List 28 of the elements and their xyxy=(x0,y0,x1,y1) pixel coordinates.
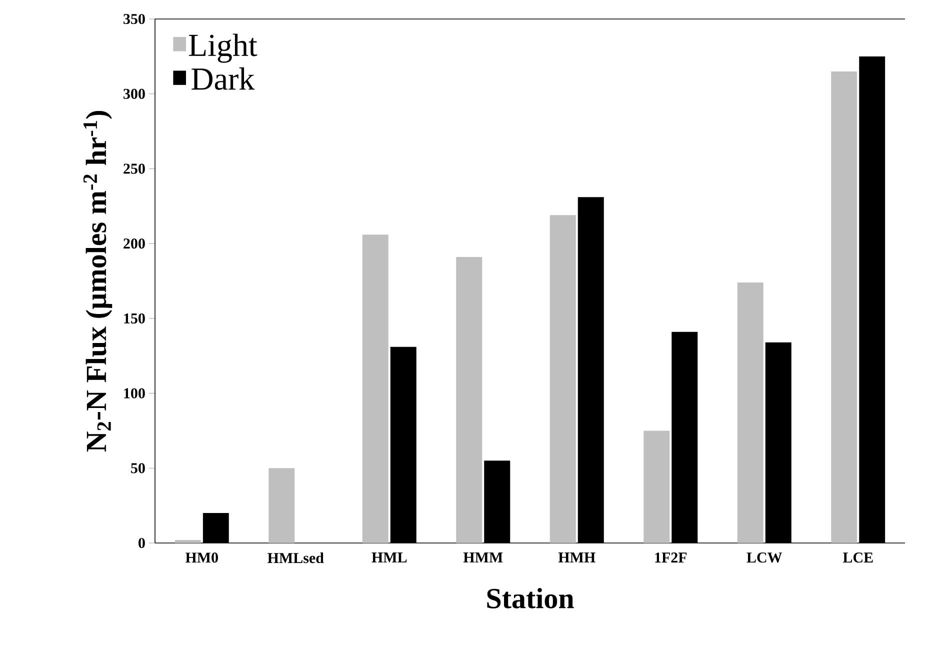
x-tick-label: 1F2F xyxy=(655,552,687,562)
x-tick-label: LCW xyxy=(746,552,782,563)
x-tick-label: HMH xyxy=(558,552,596,562)
y-tick-label: 250 xyxy=(124,164,145,174)
y-axis-title: N$_{2}$-N Flux (µmoles m$^{-2}$ hr$^{-1}$) xyxy=(83,111,112,452)
y-tick-label: 200 xyxy=(124,238,145,249)
legend-label: Dark xyxy=(192,67,255,90)
y-tick-label: 50 xyxy=(131,463,145,474)
y-tick-label: 0 xyxy=(138,538,145,548)
y-tick-label: 350 xyxy=(124,14,145,24)
y-tick-label: 100 xyxy=(124,388,145,398)
x-tick-label: HM0 xyxy=(185,552,218,563)
bar xyxy=(550,215,576,543)
x-tick-label: HMM xyxy=(463,552,503,562)
bar xyxy=(737,282,764,543)
bar xyxy=(268,468,295,543)
bar xyxy=(644,430,670,543)
x-tick-label: LCE xyxy=(842,552,873,563)
bar xyxy=(456,257,482,543)
y-tick-label: 150 xyxy=(124,313,145,324)
bar xyxy=(362,234,388,543)
legend-label: Light xyxy=(188,34,258,63)
x-tick-label: HML xyxy=(372,552,407,562)
x-tick-label: HMLsed xyxy=(268,552,324,564)
bar xyxy=(831,71,858,543)
bar xyxy=(174,540,201,543)
y-tick-label: 300 xyxy=(124,88,145,99)
x-axis-title: Station xyxy=(487,588,574,608)
